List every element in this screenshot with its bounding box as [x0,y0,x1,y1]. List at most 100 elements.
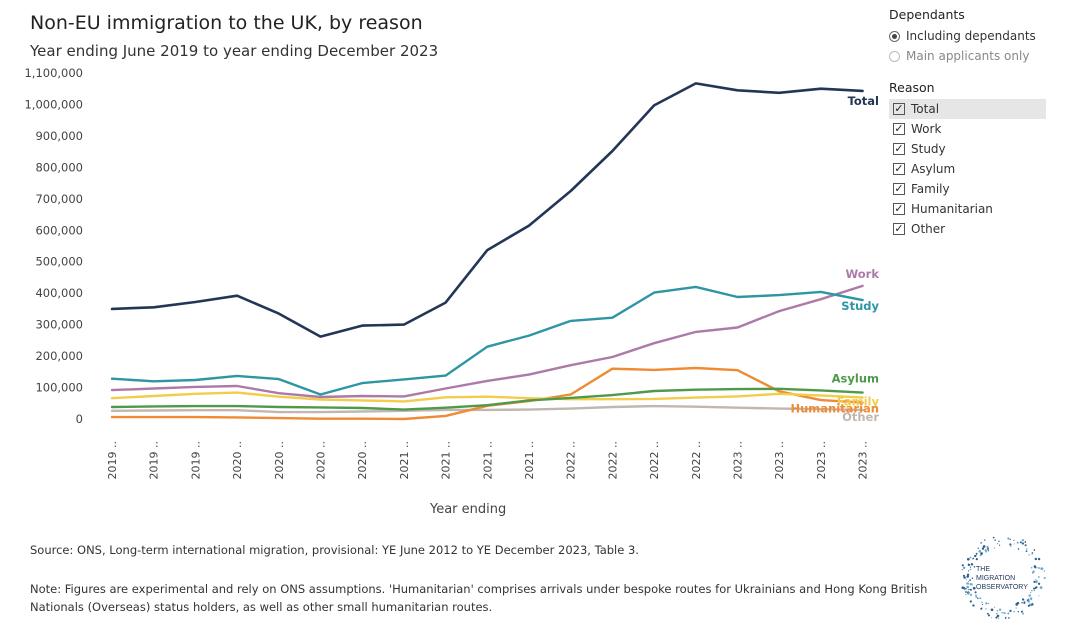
logo-dot [986,612,989,615]
logo-dot [969,556,972,559]
logo-dot [972,586,976,590]
logo-dot [978,549,982,553]
checkmark-icon[interactable]: ✓ [893,222,905,235]
logo-dot [1038,567,1040,569]
logo-dot [1013,539,1015,541]
logo-dot [972,558,974,560]
x-tick-label: 2020 .. [356,441,369,479]
line-chart: 0 100,000 200,000 300,000 400,000 500,000 600,… [24,66,880,479]
chart-subtitle: Year ending June 2019 to year ending Dec… [30,42,439,60]
logo-dot [975,595,978,598]
checkbox-family[interactable]: ✓ Family [889,179,1046,199]
logo-dot [1013,543,1015,545]
logo-dot [1027,604,1030,607]
logo-dot [1013,610,1015,613]
logo-dot [985,602,988,605]
logo-dot [984,539,986,541]
logo-dot [982,603,984,606]
checkbox-other[interactable]: ✓ Other [889,219,1046,239]
logo-dot [1016,541,1019,544]
logo-dot [1019,541,1022,544]
logo-dot [1033,549,1036,551]
logo-dot [1037,567,1039,569]
checkbox-asylum[interactable]: ✓ Asylum [889,159,1046,179]
logo-dot [977,597,979,600]
checkmark-icon[interactable]: ✓ [893,202,905,215]
logo-dot [963,588,966,591]
logo-dot [1042,568,1044,570]
x-tick-label: 2019 .. [189,441,202,479]
radio-including-dependants[interactable]: Including dependants [889,26,1036,46]
logo-dot [1035,581,1038,584]
logo-dot [1026,548,1028,550]
logo-dot [1023,601,1026,604]
checkmark-icon[interactable]: ✓ [893,122,905,135]
logo-dot [1033,565,1037,568]
logo-dot [994,539,996,541]
checkbox-total[interactable]: ✓ Total [889,99,1046,119]
series-label-other: Other [842,410,879,424]
logo-dot [995,616,998,619]
series-label-work: Work [846,267,880,281]
checkbox-humanitarian[interactable]: ✓ Humanitarian [889,199,1046,219]
logo-text-line2: MIGRATION [976,575,1015,582]
logo-dot [1038,595,1040,597]
checkmark-icon[interactable]: ✓ [893,142,905,155]
logo-dot [977,547,979,549]
logo-dot [1007,537,1010,540]
y-tick-label: 0 [76,412,83,426]
logo-dot [965,578,967,580]
x-tick-label: 2023 .. [773,441,786,479]
logo-dot [973,566,976,568]
checkbox-work[interactable]: ✓ Work [889,119,1046,139]
dependants-filter: Dependants Including dependants Main app… [889,7,1036,66]
logo-dot [993,547,996,549]
logo-dot [996,612,998,615]
logo-dot [1024,541,1027,543]
logo-dot [1031,590,1033,592]
checkmark-icon[interactable]: ✓ [893,102,905,115]
checkbox-label: Study [911,142,946,156]
logo-dot [961,569,963,571]
checkbox-label: Total [911,102,940,116]
x-tick-label: 2022 .. [648,441,661,479]
radio-unselected-icon[interactable] [889,50,900,62]
reason-filter: Reason ✓ Total ✓ Work ✓ Study ✓ Asylum ✓… [889,80,1046,239]
series-label-total: Total [848,94,879,108]
checkmark-icon[interactable]: ✓ [893,162,905,175]
logo-dot [1009,609,1012,613]
radio-main-applicants-only[interactable]: Main applicants only [889,46,1036,66]
logo-text-line1: THE [976,566,990,573]
logo-dot [1028,554,1030,556]
logo-dot [966,585,970,589]
logo-dot [1037,576,1040,578]
x-tick-label: 2023 .. [815,441,828,479]
logo-dot [967,581,969,583]
logo-dot [1010,545,1012,548]
logo-dot [981,547,985,550]
logo-dot [985,608,987,610]
radio-selected-icon[interactable] [889,30,900,42]
logo-dot [996,610,999,612]
logo-dot [967,592,970,595]
x-tick-label: 2021 .. [398,441,411,479]
series-label-family: Family [837,395,880,409]
x-tick-label: 2023 .. [732,441,745,479]
checkbox-study[interactable]: ✓ Study [889,139,1046,159]
logo-dot [1037,557,1041,561]
logo-dot [997,543,999,545]
checkmark-icon[interactable]: ✓ [893,182,905,195]
logo-dot [974,554,977,558]
logo-dot [975,552,978,555]
logo-dot [996,614,1000,618]
logo-dot [1028,594,1031,597]
logo-dot [971,577,974,579]
logo-dot [969,579,971,581]
logo-dot [1003,612,1006,615]
y-tick-label: 1,100,000 [24,66,83,80]
checkbox-label: Asylum [911,162,956,176]
series-line-study [110,285,864,396]
x-tick-label: 2023 .. [857,441,870,479]
x-axis-label: Year ending [430,502,507,517]
dependants-filter-title: Dependants [889,7,965,22]
